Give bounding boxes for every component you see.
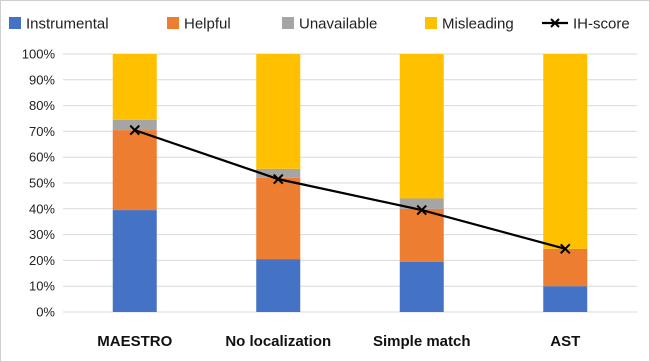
bars: [112, 54, 588, 312]
y-tick-label: 90%: [29, 72, 55, 87]
y-axis-tick-labels: 0% 10% 20% 30% 40% 50% 60% 70% 80% 90% 100%: [22, 47, 56, 320]
bar-misleading: [543, 54, 588, 249]
legend-label: IH-score: [573, 16, 630, 33]
bar-misleading: [256, 54, 301, 169]
legend: Instrumental Helpful Unavailable Misleading…: [9, 16, 630, 33]
legend-label: Instrumental: [26, 16, 109, 33]
legend-swatch-unavailable: [282, 17, 294, 29]
bar-instrumental: [399, 261, 444, 312]
y-tick-label: 70%: [29, 124, 55, 139]
y-tick-label: 0%: [36, 305, 55, 320]
y-tick-label: 30%: [29, 227, 55, 242]
bar-instrumental: [112, 210, 157, 312]
y-tick-label: 50%: [29, 176, 55, 191]
bar-misleading: [112, 54, 157, 120]
legend-label: Unavailable: [299, 16, 377, 33]
legend-label: Helpful: [184, 16, 231, 33]
bar-instrumental: [256, 259, 301, 312]
ih-score-point: [560, 243, 571, 254]
bar-instrumental: [543, 286, 588, 312]
y-tick-label: 80%: [29, 98, 55, 113]
bar-unavailable: [256, 168, 301, 178]
y-tick-label: 60%: [29, 150, 55, 165]
x-axis-category-labels: MAESTRO No localization Simple match AST: [97, 333, 580, 350]
x-category-label: AST: [550, 333, 580, 350]
gridlines: [63, 53, 637, 313]
legend-swatch-instrumental: [9, 17, 21, 29]
bar-helpful: [399, 208, 444, 262]
legend-swatch-helpful: [167, 17, 179, 29]
ih-score-line-path: [134, 129, 566, 250]
y-tick-label: 10%: [29, 279, 55, 294]
x-category-label: No localization: [225, 333, 331, 350]
x-category-label: MAESTRO: [97, 333, 172, 350]
bar-helpful: [543, 248, 588, 287]
ih-score-point: [416, 204, 427, 216]
legend-marker-x: [550, 18, 560, 28]
bar-unavailable: [112, 119, 157, 131]
y-tick-label: 40%: [29, 201, 55, 216]
ih-score-line: [129, 124, 571, 254]
x-category-label: Simple match: [373, 333, 471, 350]
legend-label: Misleading: [442, 16, 514, 33]
bar-misleading: [399, 54, 444, 199]
legend-swatch-misleading: [425, 17, 437, 29]
y-tick-label: 100%: [22, 47, 56, 62]
bar-unavailable: [399, 198, 444, 209]
ih-score-point: [129, 124, 140, 136]
bar-helpful: [112, 130, 157, 211]
ih-score-point: [273, 173, 284, 185]
y-tick-label: 20%: [29, 253, 55, 268]
bar-helpful: [256, 177, 301, 260]
